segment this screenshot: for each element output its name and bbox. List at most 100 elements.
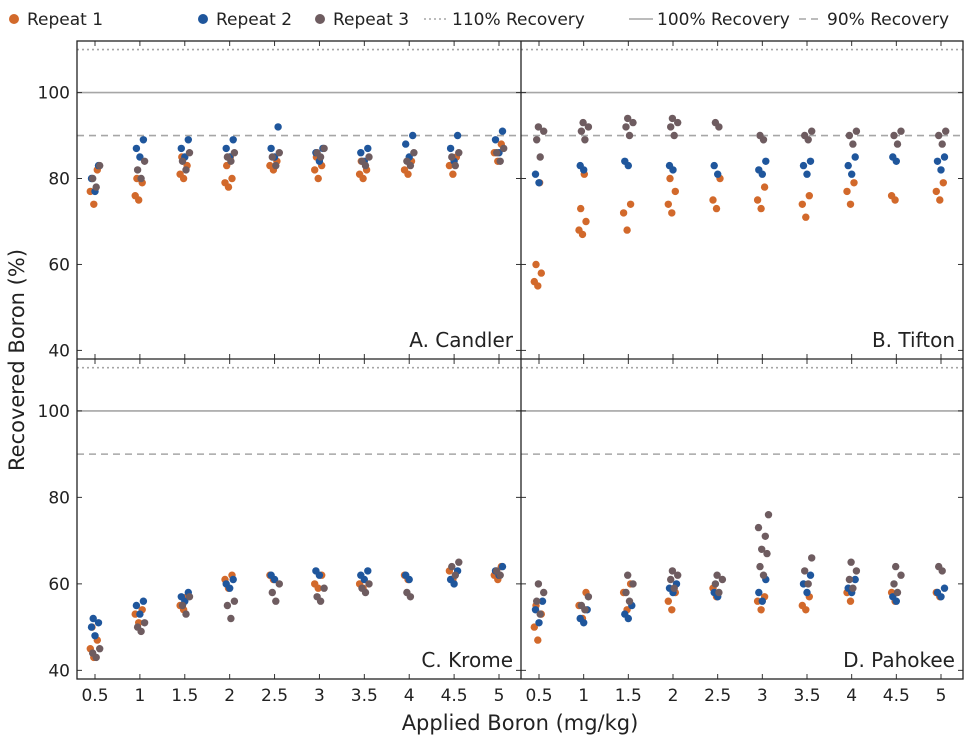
x-tick-label: 2.5 — [704, 686, 731, 706]
data-point — [892, 562, 900, 571]
data-point — [897, 127, 905, 135]
data-point — [87, 623, 96, 631]
data-point — [755, 588, 763, 597]
data-point — [584, 593, 593, 601]
data-point — [625, 131, 634, 140]
data-point — [275, 149, 283, 157]
data-point — [358, 584, 366, 592]
panels: A. Candler B. Tifton C. Krome D. Pahokee — [77, 41, 963, 679]
data-point — [942, 127, 950, 135]
panel-label: B. Tifton — [872, 328, 955, 352]
data-point — [893, 140, 902, 148]
data-point — [581, 136, 589, 144]
data-point — [715, 588, 723, 597]
data-point — [757, 204, 765, 213]
x-tick-label: 5 — [494, 686, 505, 706]
data-point — [759, 571, 768, 579]
data-point — [364, 144, 372, 153]
data-point — [935, 562, 943, 571]
x-tick-label: 5 — [936, 686, 947, 706]
series-repeat-3 — [89, 558, 504, 662]
data-point — [845, 131, 854, 140]
series-repeat-2 — [531, 153, 949, 187]
data-point — [446, 575, 455, 584]
data-point — [754, 523, 763, 532]
data-point — [933, 157, 942, 165]
series-repeat-1 — [530, 170, 947, 290]
data-point — [577, 204, 585, 213]
data-point — [136, 153, 144, 161]
data-point — [365, 580, 373, 588]
data-point — [534, 636, 542, 644]
data-point — [94, 619, 103, 627]
data-point — [132, 601, 141, 610]
data-point — [666, 174, 674, 183]
data-point — [274, 123, 282, 131]
data-point — [625, 597, 634, 605]
data-point — [621, 610, 629, 618]
data-point — [761, 532, 769, 540]
data-point — [268, 588, 276, 597]
data-point — [137, 174, 145, 183]
data-point — [268, 153, 276, 161]
data-point — [364, 567, 372, 575]
data-point — [455, 149, 463, 157]
legend-label-repeat-2: Repeat 2 — [216, 10, 292, 30]
data-point — [89, 649, 97, 657]
data-point — [938, 140, 946, 148]
data-point — [267, 571, 275, 579]
data-point — [140, 157, 149, 165]
data-point — [496, 157, 504, 165]
data-point — [668, 606, 676, 614]
data-point — [536, 153, 544, 161]
x-tick-label: 4 — [404, 686, 415, 706]
data-point — [448, 153, 456, 161]
data-point — [808, 127, 816, 135]
data-point — [89, 174, 97, 183]
data-point — [140, 619, 149, 627]
data-point — [136, 610, 144, 618]
data-point — [177, 593, 185, 601]
data-point — [223, 153, 232, 161]
data-point — [357, 149, 365, 157]
x-tick-label: 2.5 — [261, 686, 288, 706]
series-repeat-2 — [87, 123, 507, 196]
data-point — [808, 554, 816, 562]
legend-swatch-repeat-2 — [198, 14, 208, 24]
legend-label-110-recovery: 110% Recovery — [452, 10, 585, 30]
data-point — [365, 153, 373, 161]
data-point — [760, 183, 769, 191]
data-point — [711, 118, 720, 127]
y-tick-label: 80 — [48, 170, 70, 190]
data-point — [670, 584, 678, 592]
data-point — [624, 114, 632, 123]
data-point — [530, 623, 538, 631]
data-point — [229, 575, 237, 584]
data-point — [850, 179, 858, 187]
data-point — [753, 196, 762, 204]
data-point — [622, 123, 630, 131]
data-point — [493, 149, 501, 157]
data-point — [535, 619, 543, 627]
data-point — [266, 161, 274, 170]
y-axis-title: Recovered Boron (%) — [5, 249, 29, 471]
data-point — [182, 610, 190, 618]
data-point — [806, 157, 815, 165]
x-tick-label: 0.5 — [81, 686, 108, 706]
data-point — [451, 571, 459, 579]
data-point — [801, 567, 809, 575]
data-point — [937, 166, 945, 174]
data-point — [534, 123, 543, 131]
data-point — [764, 511, 773, 519]
data-point — [229, 136, 237, 144]
data-point — [267, 144, 275, 153]
data-point — [446, 144, 455, 153]
series-repeat-3 — [533, 511, 946, 618]
data-point — [272, 161, 280, 170]
data-point — [132, 144, 141, 153]
data-point — [534, 580, 543, 588]
data-point — [577, 601, 586, 610]
legend-swatch-repeat-1 — [9, 14, 19, 24]
data-point — [313, 149, 321, 157]
